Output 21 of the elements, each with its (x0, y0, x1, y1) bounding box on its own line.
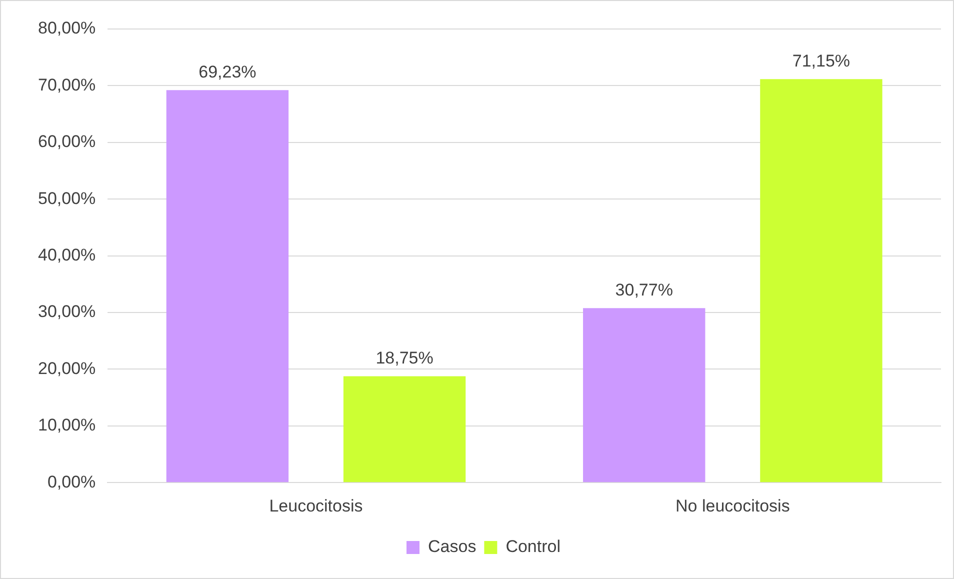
y-tick-label: 40,00% (38, 245, 96, 264)
bar (166, 90, 289, 482)
bar (760, 79, 882, 482)
y-tick-label: 10,00% (38, 416, 96, 435)
legend-label: Control (506, 537, 561, 556)
y-tick-label: 50,00% (38, 188, 96, 208)
y-tick-label: 70,00% (38, 75, 96, 94)
data-label: 71,15% (792, 51, 850, 70)
y-tick-label: 30,00% (38, 302, 96, 322)
bar (343, 376, 466, 482)
x-tick-label: No leucocitosis (676, 496, 790, 516)
y-tick-label: 0,00% (47, 472, 96, 492)
data-label: 30,77% (615, 280, 673, 300)
y-tick-label: 80,00% (38, 18, 96, 38)
data-label: 18,75% (376, 348, 434, 368)
y-tick-label: 20,00% (38, 358, 96, 378)
y-tick-label: 60,00% (38, 132, 96, 152)
data-label: 69,23% (198, 62, 256, 82)
legend-label: Casos (428, 537, 476, 556)
x-tick-label: Leucocitosis (269, 496, 363, 516)
bar (583, 308, 706, 482)
